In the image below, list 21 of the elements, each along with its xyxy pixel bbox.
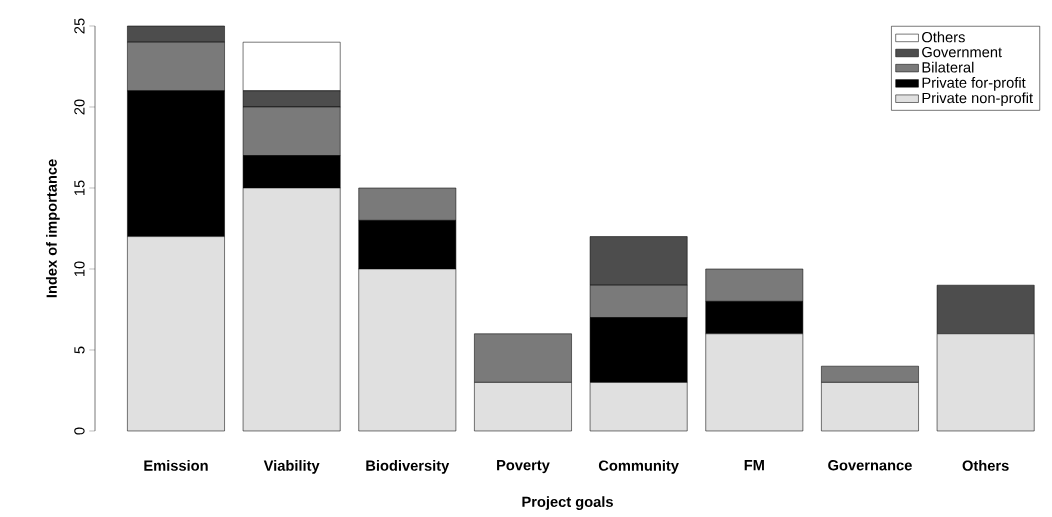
x-tick-label: Emission bbox=[144, 460, 208, 471]
x-tick-label: Governance bbox=[828, 460, 912, 471]
x-tick-label: FM bbox=[744, 460, 764, 471]
x-tick-label: Viability bbox=[263, 460, 320, 474]
y-tick-label: 25 bbox=[74, 18, 85, 34]
legend-label: Government bbox=[922, 46, 1002, 58]
y-tick-label: 20 bbox=[74, 99, 85, 115]
y-axis-title: Index of importance bbox=[46, 159, 60, 298]
y-tick-label: 0 bbox=[74, 427, 85, 435]
y-tick-label: 10 bbox=[74, 261, 85, 277]
x-tick-label: Community bbox=[598, 460, 679, 474]
x-axis-title: Project goals bbox=[522, 496, 613, 510]
x-tick-label: Poverty bbox=[497, 460, 550, 474]
legend-label: Bilateral bbox=[922, 61, 974, 73]
x-tick-label: Others bbox=[962, 460, 1009, 471]
legend-label: Private for-profit bbox=[922, 77, 1026, 91]
legend-label: Private non-profit bbox=[922, 92, 1033, 107]
y-tick-label: 5 bbox=[74, 346, 85, 354]
legend-label: Others bbox=[922, 31, 965, 43]
y-tick-label: 15 bbox=[74, 180, 85, 196]
x-tick-label: Biodiversity bbox=[366, 460, 450, 474]
